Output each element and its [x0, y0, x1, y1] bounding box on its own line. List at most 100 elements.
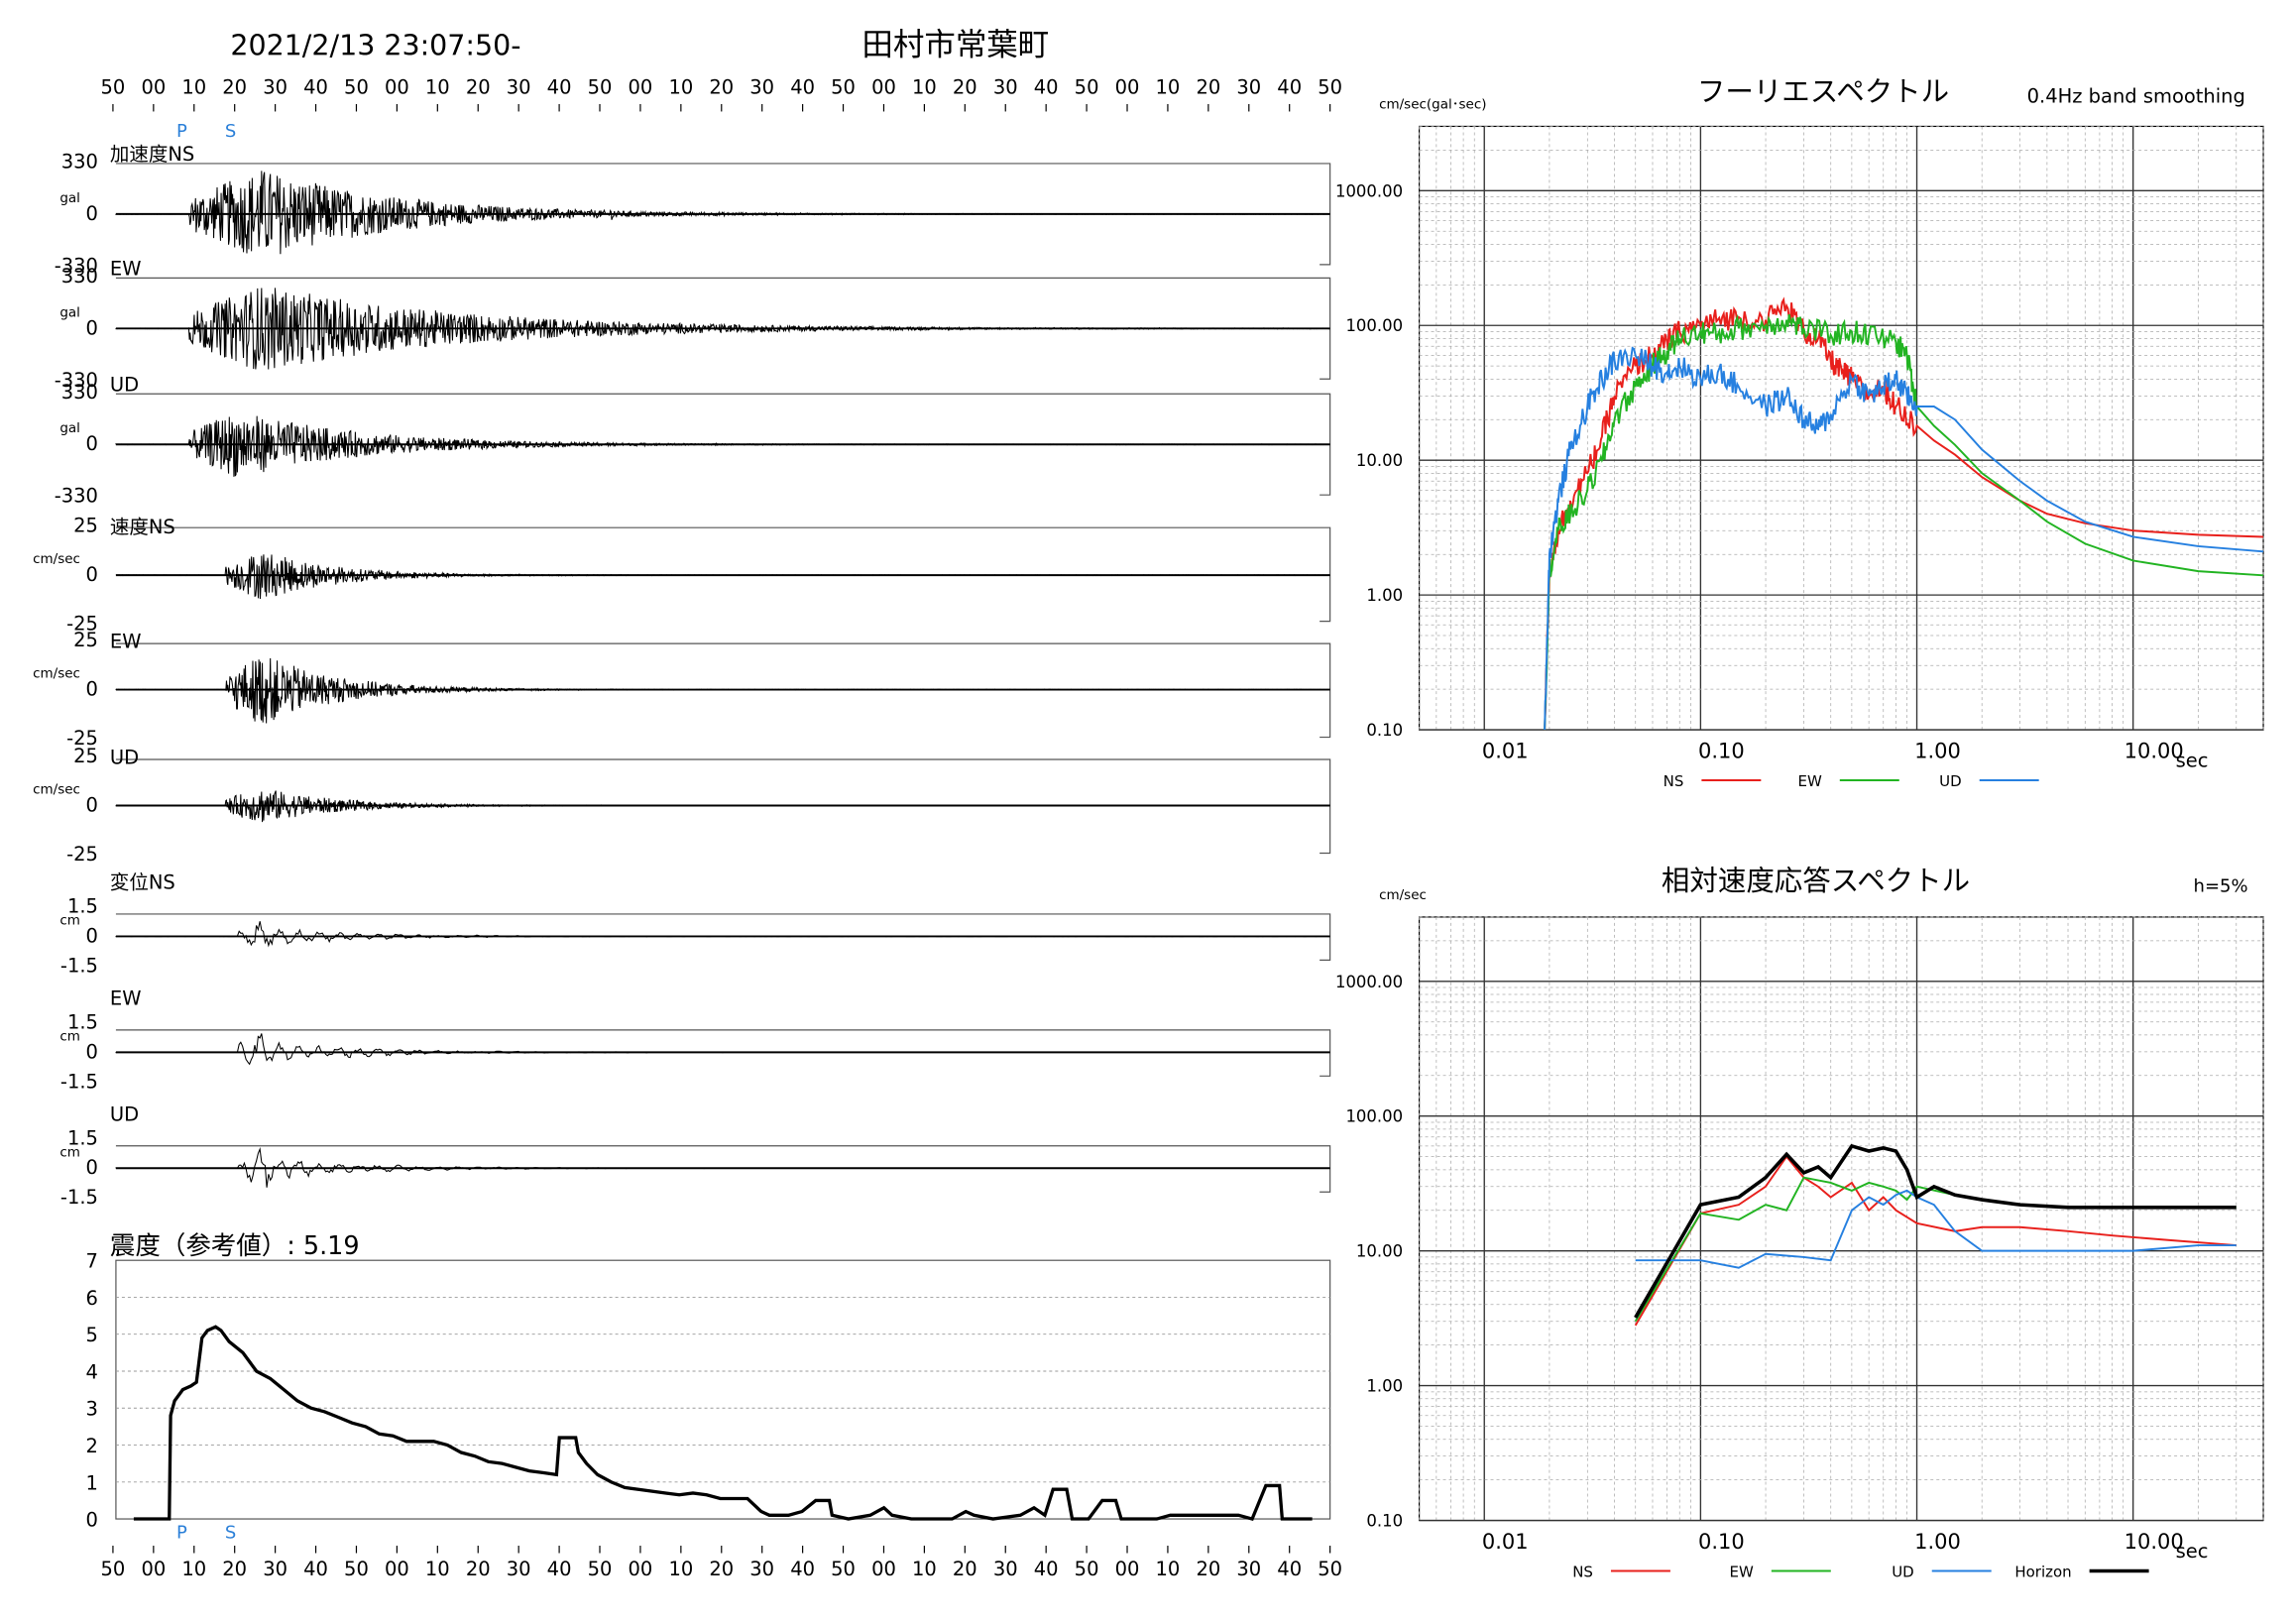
channel-label: EW [110, 257, 142, 280]
intensity-tick-label: 3 [86, 1398, 98, 1421]
time-tick-label: 30 [507, 75, 531, 98]
time-tick-label: 00 [141, 1558, 166, 1580]
y-tick-label: 100.00 [1345, 1107, 1403, 1126]
plot-frame [1418, 916, 2264, 1522]
time-axis-top: 50 00 10 20 30 40 50 00 10 20 30 40 50 00 10 20 30 40 50 00… [101, 75, 1342, 141]
y-zero-label: 0 [86, 1156, 98, 1179]
legend-label: EW [1798, 772, 1822, 790]
unit-label: gal [59, 304, 80, 320]
y-tick-label: 1000.00 [1335, 181, 1403, 200]
time-tick-label: 20 [709, 75, 734, 98]
spectrum-ew-line [1544, 313, 2264, 731]
intensity-tick-label: 0 [86, 1509, 98, 1532]
time-tick-label: 10 [1156, 1558, 1181, 1580]
time-tick-label: 10 [912, 75, 937, 98]
time-tick-label: 40 [547, 1558, 572, 1580]
unit-label: cm/sec [33, 551, 80, 567]
y-tick-label: 0.10 [1366, 721, 1403, 740]
intensity-tick-label: 6 [86, 1287, 98, 1310]
y-max-label: 330 [61, 381, 98, 404]
time-tick-label: 20 [466, 75, 491, 98]
spectrum-ud-line [1544, 346, 2264, 731]
waveform-trace [115, 921, 1330, 948]
time-tick-label: 30 [749, 1558, 774, 1580]
channel-label: EW [110, 631, 142, 653]
channel-label: UD [110, 1102, 139, 1125]
time-tick-label: 50 [1318, 1558, 1342, 1580]
y-zero-label: 0 [86, 563, 98, 586]
station-title: 田村市常葉町 [861, 27, 1049, 62]
s-wave-marker: S [225, 1523, 236, 1544]
y-max-label: 25 [73, 629, 98, 651]
spectrum-horizon-line [1634, 1143, 2237, 1319]
y-max-label: 330 [61, 265, 98, 288]
y-min-label: -25 [66, 613, 98, 636]
legend-label: Horizon [2014, 1564, 2071, 1581]
unit-label: cm [59, 1028, 80, 1044]
y-zero-label: 0 [86, 1040, 98, 1063]
time-tick-label: 20 [1196, 1558, 1220, 1580]
waveform-trace [115, 657, 1330, 724]
fourier-title: フーリエスペクトル [1697, 75, 1949, 108]
y-tick-label: 1.00 [1366, 586, 1403, 605]
time-tick-label: 40 [1034, 75, 1059, 98]
time-axis-bottom: 50 00 10 20 30 40 50 00 10 20 30 40 50 00 10 20 30 40 50 00… [101, 1523, 1342, 1580]
time-tick-label: 10 [668, 1558, 693, 1580]
time-tick-label: 00 [871, 75, 896, 98]
y-zero-label: 0 [86, 202, 98, 225]
time-tick-label: 50 [588, 1558, 613, 1580]
y-max-label: 25 [73, 515, 98, 537]
channel-label: UD [110, 747, 139, 769]
channel-label: EW [110, 986, 142, 1009]
fourier-panel: フーリエスペクトル 0.4Hz band smoothing cm/sec(ga… [1335, 75, 2264, 790]
time-tick-label: 20 [222, 75, 247, 98]
time-tick-label: 40 [547, 75, 572, 98]
unit-label: cm [59, 912, 80, 928]
y-max-label: 330 [61, 150, 98, 173]
p-wave-marker: P [176, 121, 187, 142]
legend-label: EW [1730, 1564, 1754, 1581]
intensity-frame [115, 1259, 1331, 1520]
time-tick-label: 00 [871, 1558, 896, 1580]
y-zero-label: 0 [86, 793, 98, 816]
legend-label: NS [1572, 1564, 1593, 1581]
time-tick-label: 20 [222, 1558, 247, 1580]
spectrum-ns-line [1634, 1154, 2237, 1327]
time-tick-label: 40 [790, 75, 815, 98]
time-tick-label: 10 [425, 75, 450, 98]
intensity-panel: 震度（参考値）: 5.19 0 1 2 3 4 5 6 7 [86, 1231, 1331, 1532]
time-tick-label: 30 [263, 1558, 287, 1580]
time-tick-label: 10 [425, 1558, 450, 1580]
y-min-label: -330 [55, 369, 98, 392]
intensity-line [133, 1325, 1313, 1522]
response-unit: cm/sec [1379, 887, 1427, 903]
time-tick-label: 30 [993, 1558, 1018, 1580]
time-tick-label: 30 [1236, 75, 1261, 98]
x-tick-label: 1.00 [1914, 1530, 1961, 1554]
y-zero-label: 0 [86, 432, 98, 455]
waveform-trace [115, 171, 1330, 255]
y-min-label: -1.5 [60, 1186, 98, 1209]
y-min-label: -25 [66, 727, 98, 750]
time-tick-label: 10 [1156, 75, 1181, 98]
time-tick-label: 00 [385, 75, 409, 98]
y-min-label: -1.5 [60, 954, 98, 977]
time-tick-label: 50 [101, 1558, 126, 1580]
time-tick-label: 00 [1115, 75, 1140, 98]
unit-label: gal [59, 420, 80, 436]
unit-label: gal [59, 190, 80, 206]
y-min-label: -25 [66, 843, 98, 866]
time-tick-label: 20 [1196, 75, 1220, 98]
x-tick-label: 0.01 [1482, 740, 1529, 763]
time-tick-label: 20 [953, 75, 977, 98]
y-tick-label: 1.00 [1366, 1377, 1403, 1396]
legend-label: NS [1664, 772, 1684, 790]
x-tick-label: 0.10 [1698, 740, 1745, 763]
time-tick-label: 20 [466, 1558, 491, 1580]
x-tick-label: 1.00 [1914, 740, 1961, 763]
time-tick-label: 30 [507, 1558, 531, 1580]
y-tick-label: 100.00 [1345, 316, 1403, 335]
intensity-plot: 0 1 2 3 4 5 6 7 [86, 1250, 1331, 1532]
time-tick-label: 10 [181, 75, 206, 98]
legend-label: UD [1939, 772, 1962, 790]
